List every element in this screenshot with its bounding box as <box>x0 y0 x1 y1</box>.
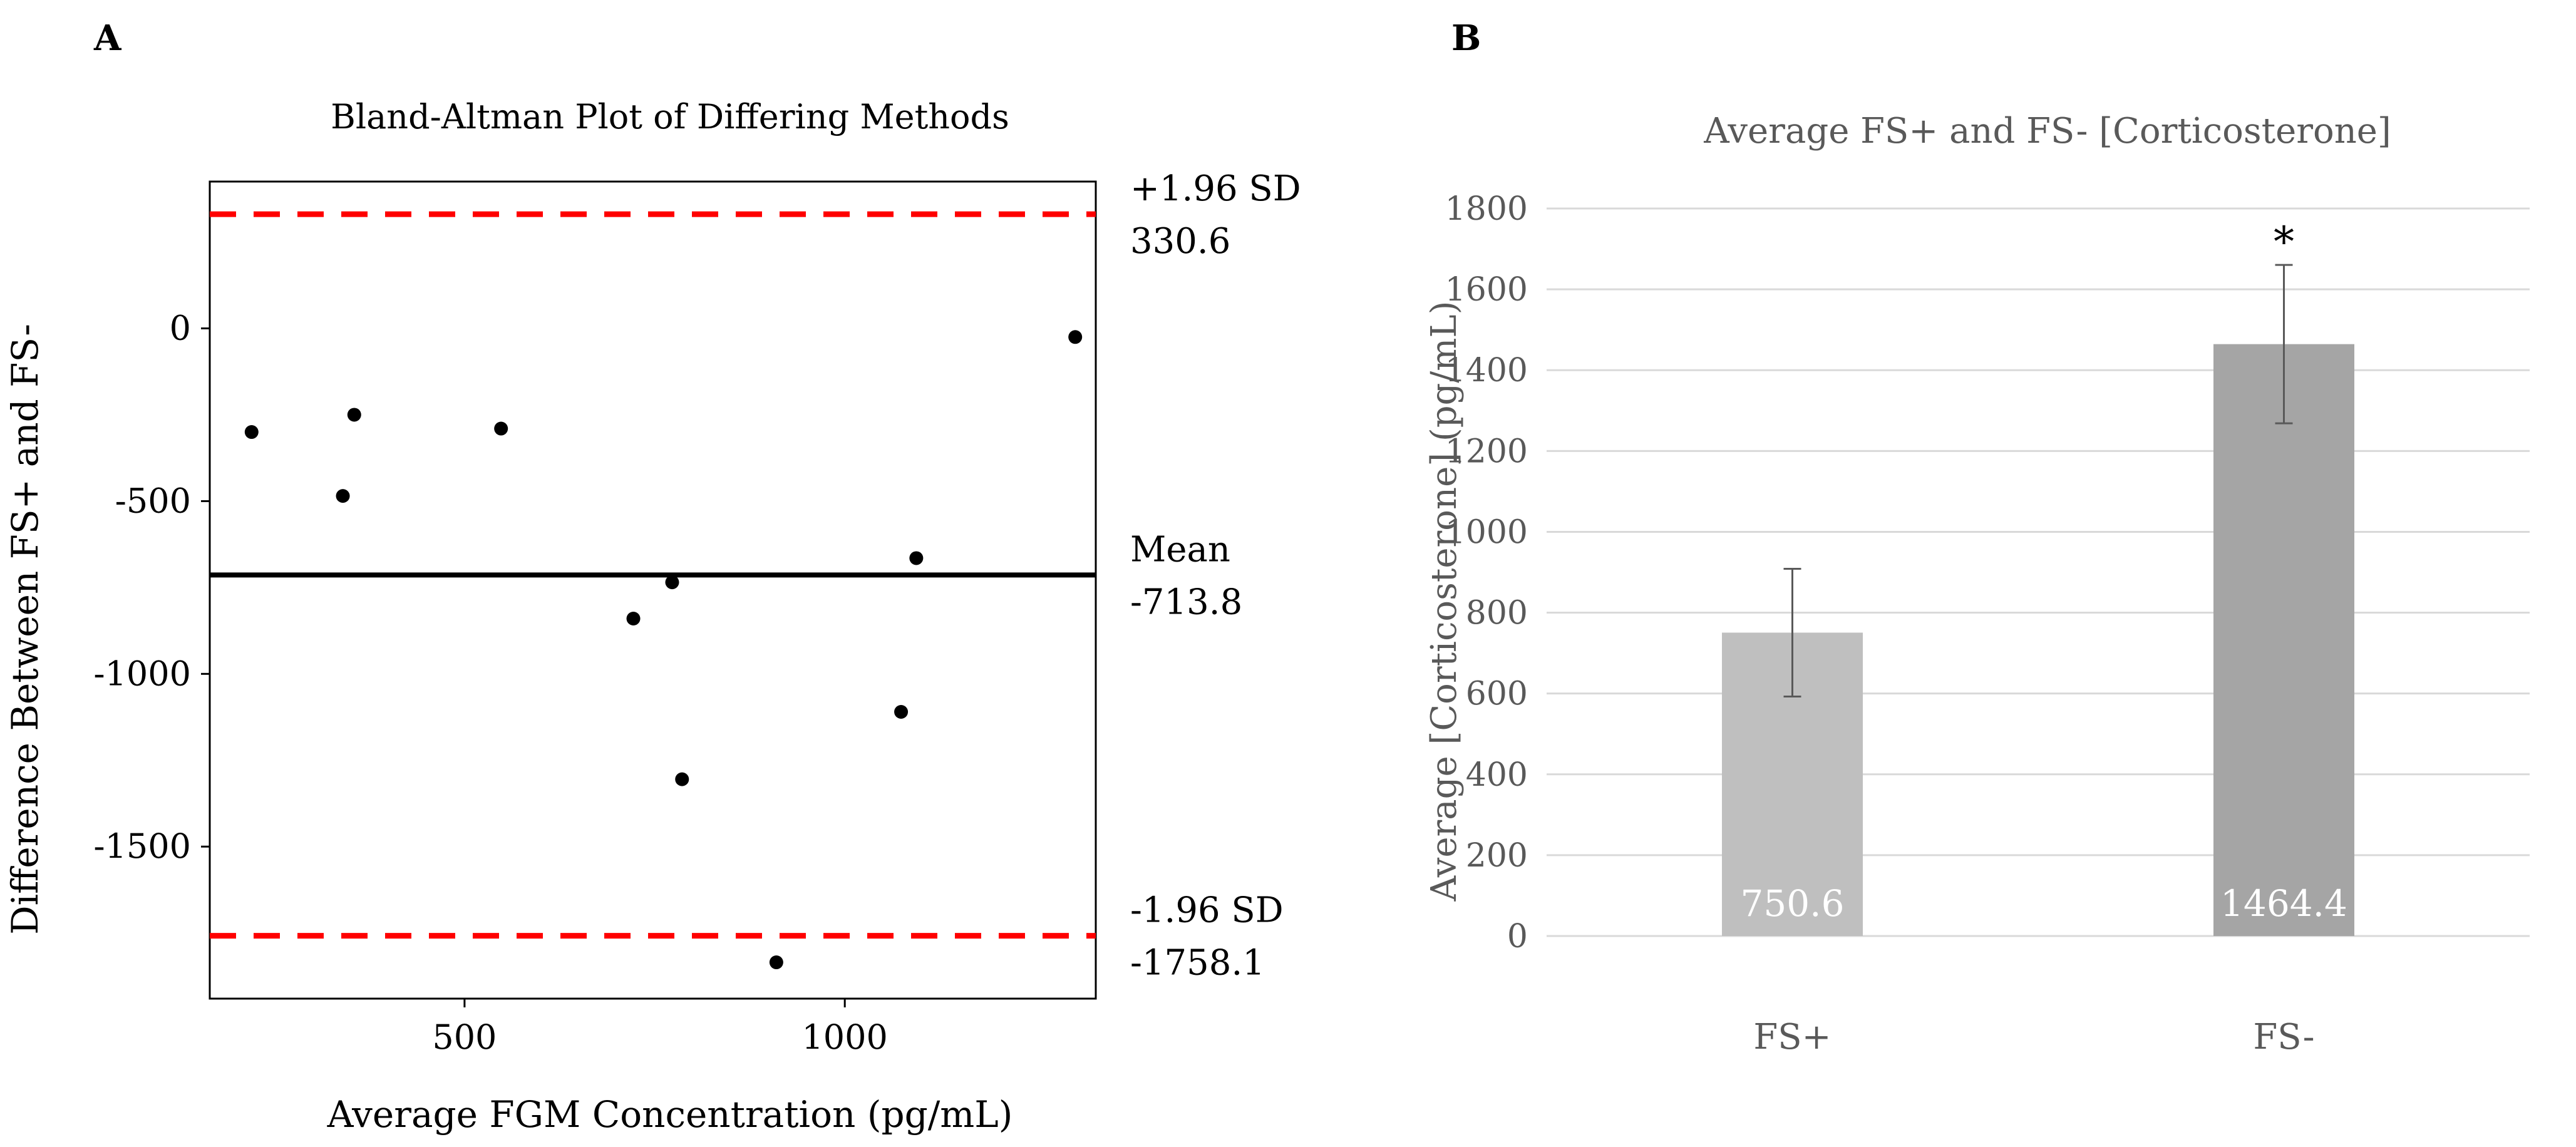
x-tick-label: FS- <box>2253 1017 2314 1057</box>
y-tick-label: 200 <box>1466 837 1528 875</box>
mean-label: Mean <box>1130 529 1230 570</box>
y-tick-label: 0 <box>1507 918 1528 955</box>
panel-a-ylabel: Difference Between FS+ and FS- <box>4 324 46 935</box>
panel-b: B Average FS+ and FS- [Corticosterone] A… <box>1424 18 2530 1057</box>
panel-b-bars <box>1722 344 2354 936</box>
lower-limit-label: -1.96 SD <box>1130 890 1284 931</box>
mean-value: -713.8 <box>1130 582 1242 622</box>
panel-b-label: B <box>1451 18 1481 59</box>
x-tick-label: FS+ <box>1753 1017 1831 1057</box>
panel-a-points <box>244 330 1083 970</box>
scatter-point <box>1068 330 1083 344</box>
bar-FS- <box>2213 344 2354 936</box>
x-tick-label: 500 <box>432 1017 497 1057</box>
panel-a: A Bland-Altman Plot of Differing Methods… <box>4 18 1301 1136</box>
panel-b-gridlines <box>1547 207 2530 937</box>
y-tick-label: 0 <box>170 309 191 348</box>
scatter-point <box>336 489 350 503</box>
scatter-point <box>494 421 508 436</box>
scatter-point <box>894 705 909 719</box>
y-tick-label: 1000 <box>1445 513 1528 551</box>
y-tick-label: -1000 <box>93 654 191 693</box>
scatter-point <box>665 575 679 590</box>
bar-value-label: 750.6 <box>1740 882 1844 925</box>
bar-value-label: 1464.4 <box>2220 882 2347 925</box>
scatter-point <box>909 551 924 565</box>
y-tick-label: 1400 <box>1445 352 1528 389</box>
panel-b-x-ticks: FS+ FS- <box>1753 1017 2314 1057</box>
scatter-point <box>244 425 259 440</box>
upper-limit-label: +1.96 SD <box>1130 168 1301 209</box>
y-tick-label: 400 <box>1466 756 1528 794</box>
scatter-point <box>769 955 783 970</box>
y-tick-label: 1600 <box>1445 271 1528 309</box>
panel-a-y-ticks: 0 -500 -1000 -1500 <box>93 309 210 866</box>
panel-a-reference-lines <box>210 211 1096 939</box>
panel-b-ylabel: Average [Corticosterone] (pg/mL) <box>1424 301 1465 902</box>
scatter-point <box>626 612 641 626</box>
panel-a-x-ticks: 500 1000 <box>432 999 888 1057</box>
upper-limit-value: 330.6 <box>1130 221 1230 262</box>
panel-a-plot-frame <box>209 180 1097 1000</box>
panel-b-error-bars <box>1783 264 2293 697</box>
y-tick-label: -500 <box>115 481 191 520</box>
y-tick-label: -1500 <box>93 826 191 866</box>
lower-limit-value: -1758.1 <box>1130 943 1265 984</box>
significance-marker: * <box>2274 218 2294 266</box>
scatter-point <box>675 772 689 786</box>
panel-b-significance: * <box>2274 218 2294 266</box>
panel-a-title: Bland-Altman Plot of Differing Methods <box>331 97 1009 136</box>
y-tick-label: 600 <box>1466 676 1528 713</box>
y-tick-label: 800 <box>1466 595 1528 632</box>
scatter-point <box>347 408 361 422</box>
y-tick-label: 1800 <box>1445 190 1528 228</box>
y-tick-label: 1200 <box>1445 433 1528 470</box>
panel-b-title: Average FS+ and FS- [Corticosterone] <box>1703 111 2391 152</box>
panel-a-xlabel: Average FGM Concentration (pg/mL) <box>327 1093 1013 1136</box>
panel-b-value-labels: 750.6 1464.4 <box>1740 882 2347 925</box>
x-tick-label: 1000 <box>801 1017 887 1057</box>
panel-a-reference-labels: +1.96 SD 330.6 Mean -713.8 -1.96 SD -1758.1 <box>1130 168 1301 984</box>
panel-b-y-ticks: 0 200 400 600 800 1000 1200 1400 1600 1800 <box>1445 190 1528 955</box>
panel-a-label: A <box>93 18 122 59</box>
